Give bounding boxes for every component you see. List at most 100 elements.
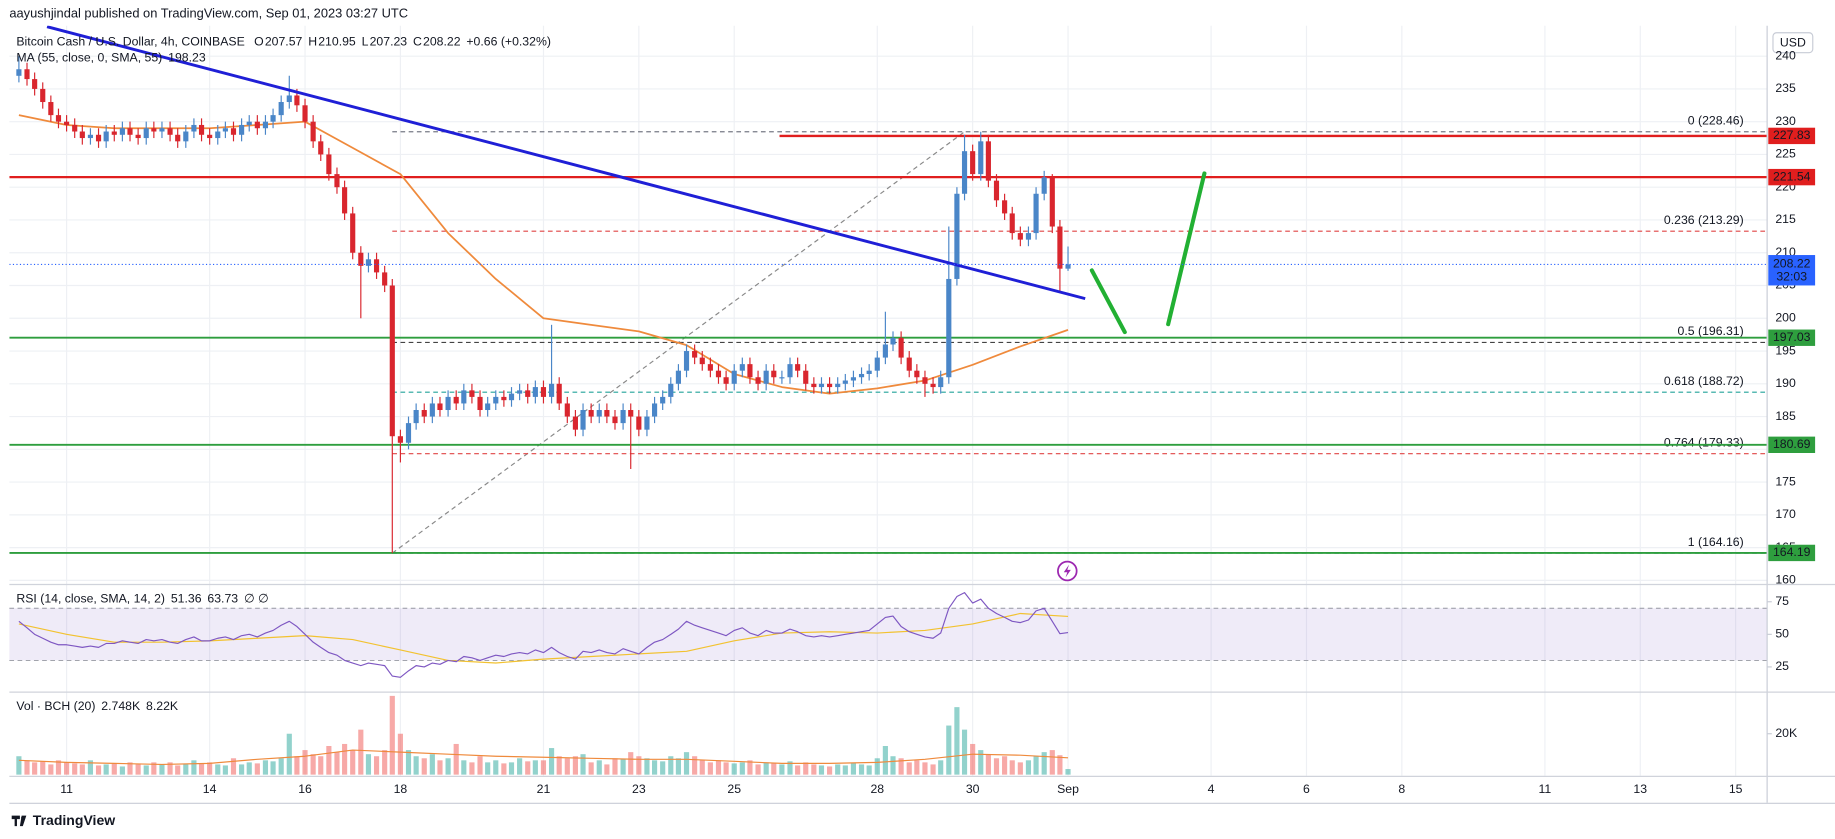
candle	[127, 121, 133, 142]
candle-body	[922, 377, 928, 384]
candle-body	[421, 410, 427, 417]
x-tick-label: 6	[1303, 782, 1310, 796]
candle-body	[294, 95, 300, 106]
candle	[48, 95, 54, 122]
candle-body	[501, 396, 507, 401]
candle	[453, 390, 459, 411]
candle	[95, 128, 102, 148]
volume-bar	[79, 764, 85, 775]
candle-body	[787, 364, 793, 378]
volume-bar	[866, 765, 872, 775]
candle	[1041, 170, 1047, 201]
candle	[342, 180, 348, 220]
candle-body	[127, 128, 133, 135]
volume-bar	[580, 754, 586, 775]
candle-body	[612, 416, 618, 424]
volume-bar	[373, 756, 380, 775]
volume-bar	[382, 750, 388, 775]
candle-body	[755, 377, 761, 384]
candle-body	[151, 128, 157, 132]
volume-bar	[827, 766, 833, 775]
candle	[525, 383, 531, 404]
candle-body	[270, 115, 276, 122]
candle	[389, 278, 395, 554]
volume-bar	[302, 750, 308, 775]
candle	[556, 377, 562, 411]
volume-bar	[938, 760, 944, 775]
volume-bar	[914, 760, 920, 775]
volume-bar	[429, 754, 435, 775]
volume-bar	[278, 758, 284, 775]
candle	[985, 134, 991, 188]
candle	[668, 377, 674, 404]
candle-body	[16, 69, 22, 76]
x-tick-label: 28	[870, 782, 884, 796]
volume-bar	[413, 756, 419, 775]
candle-body	[723, 377, 729, 384]
candle	[874, 351, 880, 378]
candle	[246, 115, 252, 132]
candle-body	[405, 423, 412, 443]
candle-body	[692, 351, 698, 358]
volume-bar	[723, 762, 729, 775]
volume-bar	[342, 743, 348, 775]
volume-bar	[135, 764, 141, 775]
brand: TradingView	[33, 812, 115, 828]
candle	[326, 147, 332, 181]
volume-bar	[922, 762, 928, 775]
rsi-tick-label: 25	[1775, 659, 1789, 673]
candle-body	[461, 390, 467, 404]
volume-bar	[660, 761, 666, 775]
candle-body	[795, 364, 801, 371]
candle-body	[453, 396, 459, 404]
candle	[103, 124, 109, 148]
candle	[143, 121, 149, 145]
candle	[437, 396, 443, 417]
volume-bar	[771, 763, 777, 775]
candle-body	[588, 410, 594, 417]
volume-bar	[453, 743, 459, 775]
alert-icon[interactable]	[1057, 560, 1078, 582]
candle	[946, 226, 952, 384]
candle	[660, 390, 666, 411]
candle	[310, 115, 316, 148]
currency-box[interactable]	[1772, 32, 1814, 54]
candle-body	[763, 370, 769, 384]
y-tick-label: 230	[1775, 114, 1796, 128]
candle	[239, 118, 245, 142]
candle	[675, 364, 681, 391]
countdown-label: 32:03	[1776, 270, 1807, 284]
candle	[827, 377, 833, 394]
volume-bar	[572, 756, 578, 775]
candle	[87, 128, 94, 145]
volume-bar	[596, 760, 602, 775]
candle	[215, 124, 221, 145]
candle	[644, 410, 650, 437]
ohlc-key: O	[254, 34, 264, 48]
fib-label: 0.764 (179.33)	[1664, 435, 1744, 449]
candle-body	[890, 337, 896, 345]
candle-body	[1025, 233, 1032, 240]
candle	[40, 82, 46, 109]
volume-bar	[461, 760, 467, 775]
candle-body	[818, 383, 825, 388]
candle-body	[254, 121, 260, 129]
candle	[739, 357, 745, 378]
volume-bar	[246, 762, 252, 775]
volume-bar	[239, 764, 245, 775]
candle	[445, 390, 451, 417]
volume-bar	[858, 764, 865, 775]
candle	[540, 380, 547, 404]
candle-body	[318, 141, 324, 155]
candle-body	[540, 387, 547, 397]
volume-bar	[389, 695, 395, 775]
candle-body	[938, 377, 944, 388]
x-tick-label: 11	[1539, 782, 1552, 796]
volume-bar	[850, 763, 857, 775]
x-tick-label: 14	[203, 782, 217, 796]
candle	[588, 403, 594, 424]
candle-body	[350, 213, 356, 253]
volume-bar	[111, 763, 117, 775]
candle-body	[493, 396, 499, 404]
